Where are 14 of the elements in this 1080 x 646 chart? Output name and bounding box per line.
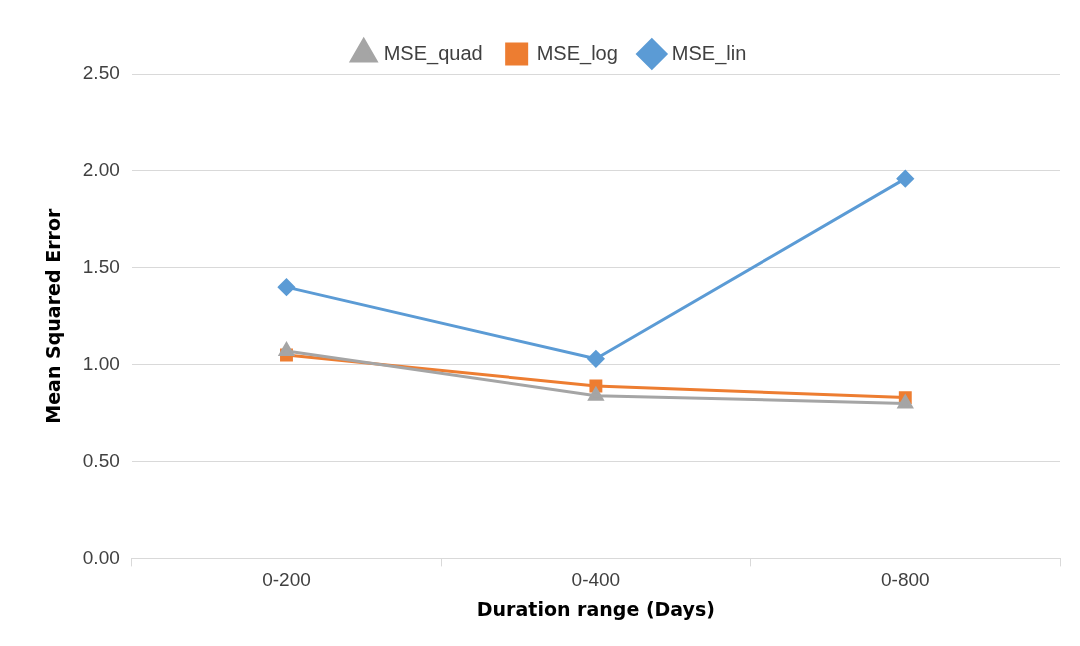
y-tick-label: 0.50 bbox=[82, 449, 120, 471]
y-axis-title: Mean Squared Error bbox=[42, 208, 65, 424]
y-tick-label: 2.00 bbox=[82, 159, 120, 181]
y-tick-label: 1.50 bbox=[82, 255, 120, 277]
legend-label: MSE_lin bbox=[671, 41, 747, 65]
legend-label: MSE_quad bbox=[383, 41, 483, 65]
y-tick-label: 0.00 bbox=[82, 546, 120, 568]
y-tick-label: 2.50 bbox=[82, 62, 120, 84]
x-tick-label: 0-400 bbox=[571, 569, 621, 591]
x-tick-label: 0-200 bbox=[262, 569, 311, 591]
y-tick-label: 1.00 bbox=[82, 352, 120, 374]
x-axis-title: Duration range (Days) bbox=[476, 597, 715, 620]
legend-label: MSE_log bbox=[536, 41, 618, 65]
x-tick-label: 0-800 bbox=[880, 569, 930, 591]
